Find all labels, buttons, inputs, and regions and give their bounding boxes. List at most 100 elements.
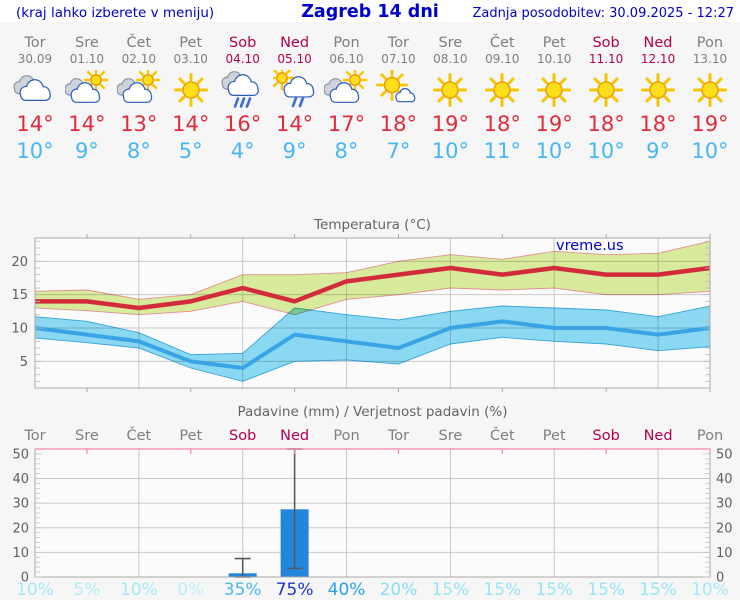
precip-probability-label: 10% <box>691 580 729 600</box>
tmin-label: 5° <box>178 139 203 163</box>
svg-text:40: 40 <box>12 472 29 487</box>
tmax-label: 17° <box>327 112 366 136</box>
day-name: Pet <box>179 35 203 51</box>
day-date: 10.10 <box>537 52 572 66</box>
svg-text:0: 0 <box>716 571 724 586</box>
svg-text:Temperatura (°C): Temperatura (°C) <box>313 217 431 233</box>
tmin-label: 8° <box>334 139 359 163</box>
menu-hint: (kraj lahko izberete v meniju) <box>16 5 215 21</box>
day-date: 01.10 <box>69 52 105 66</box>
day-column: Sre 01.10 14° 9° <box>61 26 113 165</box>
tmax-label: 18° <box>483 112 521 136</box>
sunny-icon <box>528 70 580 110</box>
mostly-sunny-icon <box>372 70 424 110</box>
day-date: 03.10 <box>173 52 208 66</box>
forecast-strip: Tor 30.09 14° 10° Sre 01.10 14° 9° Čet 02.10 13° 8°… <box>9 26 736 165</box>
precip-probability-label: 35% <box>224 580 262 600</box>
day-name: Pon <box>333 35 360 51</box>
tmax-label: 18° <box>379 112 418 136</box>
tmax-label: 18° <box>587 112 625 136</box>
tmax-label: 19° <box>431 112 469 136</box>
tmin-label: 7° <box>386 139 411 163</box>
vreme-link[interactable]: vreme.us <box>556 238 624 254</box>
day-name: Čet <box>489 35 515 51</box>
svg-text:20: 20 <box>11 255 28 270</box>
day-name: Tor <box>387 35 410 51</box>
precip-day-label: Pet <box>179 428 202 444</box>
day-column: Tor 07.10 18° 7° <box>372 26 424 165</box>
day-column: Čet 02.10 13° 8° <box>113 26 165 165</box>
precip-probability-label: 10% <box>16 580 54 600</box>
tmax-label: 19° <box>691 112 729 136</box>
svg-text:10: 10 <box>11 322 28 337</box>
precipitation-chart: 0 0 10 10 20 20 30 30 40 40 50 50 Tor Sre Čet Pet Sob Ned… <box>12 404 733 600</box>
tmin-label: 9° <box>282 139 307 163</box>
sunny-icon <box>580 70 632 110</box>
day-column: Pet 10.10 19° 10° <box>528 26 580 165</box>
precip-day-label: Čet <box>490 426 515 444</box>
svg-text:50: 50 <box>716 447 733 462</box>
precip-day-label: Pon <box>697 428 723 444</box>
day-column: Pon 06.10 17° 8° <box>321 26 373 165</box>
sunny-icon <box>165 70 217 110</box>
tmin-label: 10° <box>16 139 54 163</box>
tmin-label: 8° <box>126 139 151 163</box>
page-title: Zagreb 14 dni <box>301 2 439 22</box>
day-date: 02.10 <box>121 52 156 66</box>
svg-text:15: 15 <box>11 288 28 303</box>
day-date: 12.10 <box>640 52 676 66</box>
day-name: Ned <box>643 35 673 51</box>
svg-text:40: 40 <box>716 472 733 487</box>
day-date: 04.10 <box>225 52 260 66</box>
rain-icon <box>217 70 269 110</box>
svg-text:10: 10 <box>12 546 29 561</box>
precip-probability-label: 15% <box>431 580 469 600</box>
precip-probability-label: 0% <box>177 580 204 600</box>
precip-probability-label: 15% <box>483 580 521 600</box>
sunny-icon <box>424 70 476 110</box>
sunny-icon <box>684 70 736 110</box>
day-column: Ned 12.10 18° 9° <box>632 26 684 165</box>
day-date: 09.10 <box>485 52 520 66</box>
tmin-label: 9° <box>74 139 99 163</box>
partly-icon <box>61 70 113 110</box>
tmax-label: 14° <box>68 112 106 136</box>
precip-day-label: Čet <box>126 426 151 444</box>
day-date: 07.10 <box>381 52 416 66</box>
sunny-icon <box>476 70 528 110</box>
svg-text:Padavine (mm) / Verjetnost pad: Padavine (mm) / Verjetnost padavin (%) <box>238 404 508 420</box>
tmax-label: 13° <box>120 112 158 136</box>
day-name: Sre <box>74 35 99 51</box>
precip-day-label: Sre <box>438 428 462 444</box>
tmin-label: 4° <box>230 139 255 163</box>
day-column: Pet 03.10 14° 5° <box>165 26 217 165</box>
precip-probability-label: 15% <box>535 580 573 600</box>
day-date: 05.10 <box>277 52 312 66</box>
svg-text:50: 50 <box>12 447 29 462</box>
day-column: Sob 04.10 16° 4° <box>217 26 269 165</box>
tmax-label: 14° <box>275 112 314 136</box>
cloudy-icon <box>9 70 61 110</box>
tmin-label: 10° <box>691 139 729 163</box>
day-date: 06.10 <box>329 52 364 66</box>
last-update: Zadnja posodobitev: 30.09.2025 - 12:27 <box>472 6 734 21</box>
precip-probability-label: 75% <box>276 580 314 600</box>
precip-day-label: Tor <box>387 428 409 444</box>
tmax-label: 18° <box>639 112 677 136</box>
tmax-label: 16° <box>224 112 262 136</box>
day-column: Sre 08.10 19° 10° <box>424 26 476 165</box>
tmax-label: 19° <box>535 112 573 136</box>
tmin-label: 11° <box>483 139 521 163</box>
tmin-label: 9° <box>646 139 670 163</box>
day-column: Pon 13.10 19° 10° <box>684 26 736 165</box>
day-name: Pet <box>542 35 566 51</box>
precip-day-label: Ned <box>280 428 309 444</box>
sunny-icon <box>632 70 684 110</box>
partly-icon <box>321 70 373 110</box>
day-name: Tor <box>24 35 46 51</box>
temperature-chart: 5 10 15 20 Temperatura (°C) <box>11 217 711 392</box>
day-date: 11.10 <box>588 52 624 66</box>
day-name: Sob <box>229 35 257 51</box>
precip-probability-label: 5% <box>73 580 100 600</box>
